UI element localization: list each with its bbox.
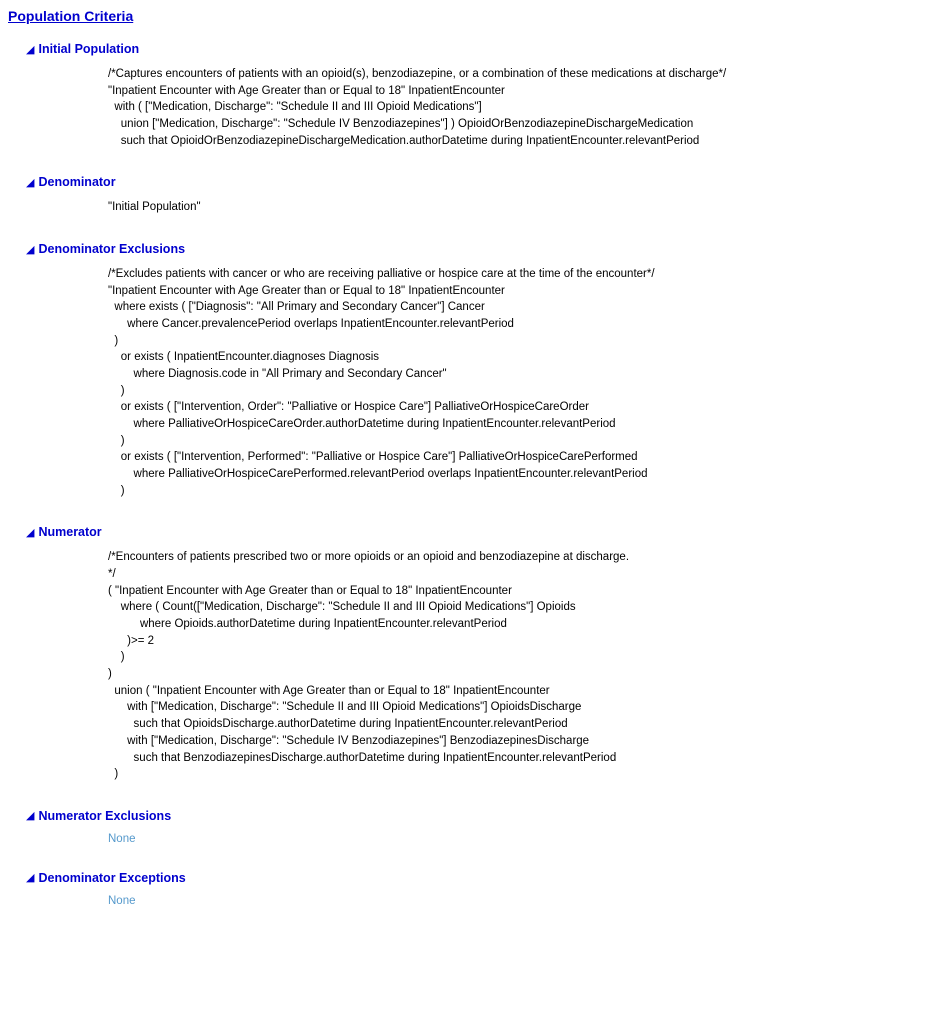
section-title: Numerator Exclusions bbox=[38, 809, 171, 823]
section-header[interactable]: ◢ Numerator Exclusions bbox=[26, 809, 928, 823]
section-body: "Initial Population" bbox=[108, 199, 928, 216]
collapse-icon: ◢ bbox=[26, 871, 34, 884]
section-title: Denominator Exclusions bbox=[38, 242, 185, 256]
section-body: /*Encounters of patients prescribed two … bbox=[108, 549, 928, 782]
section-title: Numerator bbox=[38, 525, 101, 539]
section-header[interactable]: ◢ Denominator Exclusions bbox=[26, 242, 928, 256]
none-text: None bbox=[108, 833, 928, 845]
collapse-icon: ◢ bbox=[26, 176, 34, 189]
section-header[interactable]: ◢ Denominator Exceptions bbox=[26, 871, 928, 885]
collapse-icon: ◢ bbox=[26, 809, 34, 822]
section-denominator-exclusions: ◢ Denominator Exclusions /*Excludes pati… bbox=[8, 242, 928, 499]
section-denominator-exceptions: ◢ Denominator Exceptions None bbox=[8, 871, 928, 907]
section-header[interactable]: ◢ Denominator bbox=[26, 175, 928, 189]
section-denominator: ◢ Denominator "Initial Population" bbox=[8, 175, 928, 216]
section-header[interactable]: ◢ Numerator bbox=[26, 525, 928, 539]
collapse-icon: ◢ bbox=[26, 526, 34, 539]
section-title: Initial Population bbox=[38, 42, 139, 56]
page-title: Population Criteria bbox=[8, 8, 928, 24]
collapse-icon: ◢ bbox=[26, 243, 34, 256]
section-title: Denominator Exceptions bbox=[38, 871, 185, 885]
none-text: None bbox=[108, 895, 928, 907]
section-header[interactable]: ◢ Initial Population bbox=[26, 42, 928, 56]
section-numerator: ◢ Numerator /*Encounters of patients pre… bbox=[8, 525, 928, 782]
section-body: /*Captures encounters of patients with a… bbox=[108, 66, 928, 149]
section-numerator-exclusions: ◢ Numerator Exclusions None bbox=[8, 809, 928, 845]
section-body: /*Excludes patients with cancer or who a… bbox=[108, 266, 928, 499]
section-initial-population: ◢ Initial Population /*Captures encounte… bbox=[8, 42, 928, 149]
collapse-icon: ◢ bbox=[26, 43, 34, 56]
section-title: Denominator bbox=[38, 175, 115, 189]
